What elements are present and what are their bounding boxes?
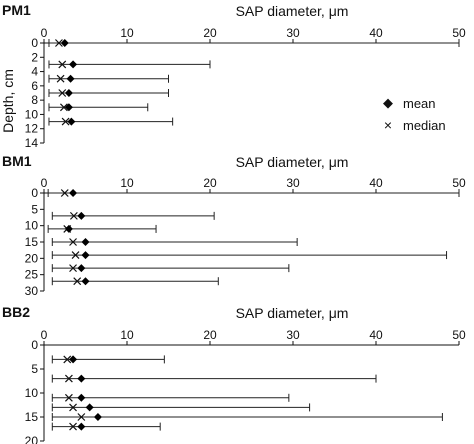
mean-marker [67,117,76,126]
median-marker [77,413,86,421]
median-marker [71,251,80,259]
mean-marker [64,224,73,233]
median-marker [69,422,77,431]
y-tick-label: 10 [25,107,39,121]
median-marker [69,403,77,412]
mean-marker [77,264,86,273]
y-tick-label: 5 [31,362,38,376]
y-tick-label: 12 [25,122,39,136]
legend-median-label: median [403,118,446,133]
mean-marker [60,39,69,47]
y-tick-label: 20 [25,434,39,444]
x-axis-title: SAP diameter, μm [236,154,349,170]
y-tick-label: 15 [25,235,39,249]
x-tick-label: 0 [41,26,48,40]
median-marker [58,89,67,97]
x-axis-title: SAP diameter, μm [236,305,349,321]
y-tick-label: 8 [31,93,38,107]
mean-marker [64,89,73,97]
x-tick-label: 20 [203,328,217,342]
y-tick-label: 30 [25,284,39,298]
mean-marker [69,355,78,364]
y-tick-label: 4 [31,65,38,79]
y-tick-label: 20 [25,251,39,265]
legend-mean-marker: ◆ [383,95,393,110]
x-tick-label: 10 [120,328,134,342]
y-axis-label: Depth, cm [0,69,16,133]
x-tick-label: 30 [286,328,300,342]
x-tick-label: 50 [452,328,466,342]
y-tick-label: 6 [31,79,38,93]
median-marker [59,103,68,112]
x-tick-label: 30 [286,176,300,190]
mean-marker [77,422,86,431]
x-tick-label: 40 [369,176,383,190]
y-tick-label: 15 [25,410,39,424]
mean-marker [81,277,90,286]
mean-marker [69,189,78,197]
mean-marker [93,413,102,421]
median-marker [61,117,70,126]
panels-layer: PM1 SAP diameter, μm0 10 20 30 40 500246810121… [2,2,466,444]
y-tick-label: 25 [25,268,39,282]
y-tick-label: 0 [31,186,38,200]
chart-panel-bb2: BB2 SAP diameter, μm 0 10 20 30 40 50 0 5 10 15 20 [2,304,466,444]
median-marker [63,355,72,364]
x-tick-label: 10 [120,26,134,40]
panel-label: BB2 [2,304,30,320]
x-tick-label: 50 [452,176,466,190]
median-marker [69,238,77,246]
panel-label: BM1 [2,153,32,169]
chart-panel-pm1: PM1 SAP diameter, μm0 10 20 30 40 500246810121… [2,2,466,150]
x-tick-label: 20 [203,26,217,40]
x-tick-label: 40 [369,328,383,342]
mean-marker [64,103,73,112]
y-tick-label: 2 [31,50,38,64]
y-tick-label: 14 [25,136,39,150]
mean-marker [69,60,78,69]
median-marker [69,264,77,273]
legend: ◆ mean × median [383,95,446,133]
mean-marker [77,374,86,383]
median-marker [60,189,69,197]
mean-marker [66,74,75,83]
y-tick-label: 10 [25,219,39,233]
y-axis-label-layer: Depth, cm [0,69,16,133]
chart-panel-bm1: BM1 SAP diameter, μm0 10 20 30 40 500510152025… [2,153,466,298]
median-marker [55,39,63,47]
mean-marker [81,251,90,260]
x-tick-label: 30 [286,26,300,40]
mean-marker [85,403,94,412]
x-tick-label: 10 [120,176,134,190]
y-tick-label: 5 [31,202,38,216]
median-marker [58,60,67,69]
legend-mean-label: mean [403,96,436,111]
median-marker [64,393,73,402]
x-axis-title: SAP diameter, μm [236,3,349,19]
legend-median-marker: × [384,117,392,133]
y-tick-label: 10 [25,386,39,400]
mean-marker [77,393,86,402]
median-marker [56,74,65,83]
mean-marker [81,238,90,246]
x-tick-label: 0 [41,328,48,342]
y-tick-label: 0 [31,338,38,352]
median-marker [64,374,73,383]
x-tick-label: 0 [41,176,48,190]
panel-label: PM1 [2,2,31,18]
x-tick-label: 50 [452,26,466,40]
y-tick-label: 0 [31,36,38,50]
median-marker [73,277,82,286]
x-tick-label: 40 [369,26,383,40]
x-tick-label: 20 [203,176,217,190]
median-marker [69,211,78,220]
mean-marker [77,211,86,220]
